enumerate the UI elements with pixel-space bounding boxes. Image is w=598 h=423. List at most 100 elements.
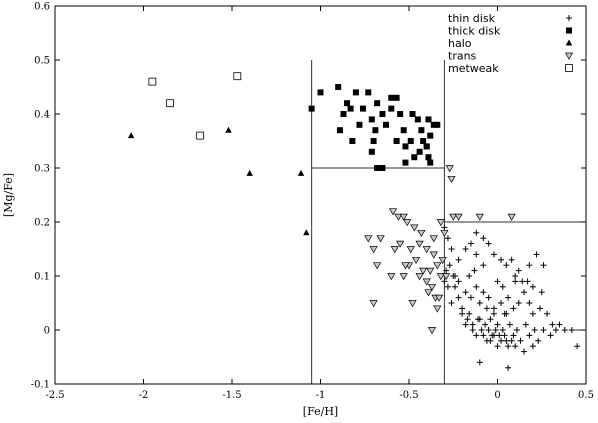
data-point	[507, 213, 516, 221]
data-point	[356, 121, 363, 128]
data-point	[469, 327, 476, 333]
legend-label: thick disk	[448, 25, 501, 38]
legend-label: metweak	[448, 62, 499, 75]
data-point	[335, 84, 342, 90]
data-point	[540, 327, 547, 333]
data-point	[374, 165, 381, 171]
data-point	[462, 289, 469, 296]
data-point	[476, 316, 483, 323]
data-point	[531, 327, 538, 333]
y-tick-label: 0.1	[34, 272, 50, 283]
data-point	[529, 343, 536, 350]
legend-label: thin disk	[448, 12, 496, 25]
data-point	[452, 283, 459, 290]
data-point	[415, 240, 424, 248]
data-point	[473, 332, 480, 339]
data-point	[414, 116, 421, 123]
data-point	[503, 262, 510, 269]
data-point	[508, 337, 515, 344]
data-point	[388, 208, 398, 216]
data-point	[526, 300, 533, 306]
y-tick-label: 0.2	[34, 218, 50, 229]
data-point	[512, 278, 519, 285]
data-point	[524, 278, 531, 285]
legend-label: halo	[448, 37, 472, 50]
data-point	[455, 278, 462, 285]
data-point	[127, 132, 135, 139]
data-point	[399, 213, 408, 221]
data-point	[476, 359, 483, 366]
data-point	[552, 327, 559, 333]
data-point	[476, 300, 483, 306]
data-point	[336, 127, 343, 134]
data-point	[503, 310, 510, 317]
data-point	[455, 256, 462, 263]
data-point	[515, 267, 522, 274]
data-point	[430, 121, 437, 128]
data-point	[466, 273, 473, 279]
data-point	[379, 165, 386, 171]
data-point	[521, 348, 528, 355]
data-point	[388, 105, 395, 112]
data-point	[390, 246, 399, 254]
data-point	[402, 143, 409, 150]
y-tick-label: 0	[44, 326, 50, 337]
data-point	[422, 278, 431, 286]
data-point	[373, 262, 382, 270]
data-point	[369, 246, 378, 254]
data-point	[434, 294, 444, 302]
data-point	[529, 310, 536, 317]
data-point	[440, 229, 449, 237]
data-point	[568, 327, 575, 333]
x-tick-label: -2	[139, 390, 149, 401]
data-point	[498, 337, 505, 344]
data-point	[490, 251, 497, 258]
data-point	[408, 300, 417, 308]
data-point	[501, 332, 508, 339]
data-point	[444, 283, 451, 290]
data-points	[127, 72, 581, 371]
data-point	[487, 337, 494, 344]
data-point	[423, 143, 430, 150]
data-point	[416, 148, 423, 155]
data-point	[344, 100, 351, 107]
data-point	[499, 327, 506, 333]
data-point	[376, 235, 385, 243]
data-point	[466, 310, 473, 317]
data-point	[467, 240, 474, 247]
data-point	[449, 213, 458, 221]
data-point	[433, 262, 442, 270]
data-point	[368, 116, 375, 123]
data-point	[436, 273, 445, 281]
data-point	[462, 321, 469, 328]
data-point	[166, 99, 174, 108]
data-point	[427, 283, 437, 291]
x-tick-label: -1.5	[222, 390, 241, 401]
tick-labels: -2.5 -2 -1.5 -1 -0.5 0 0.5 -0.1 0 0.1 0.2 0.3 0.4 0.5…	[31, 2, 594, 402]
data-point	[480, 235, 487, 242]
data-point	[393, 94, 400, 101]
data-point	[347, 105, 354, 112]
data-point	[485, 240, 492, 247]
data-point	[475, 213, 484, 221]
legend-marker	[565, 39, 573, 46]
data-point	[352, 89, 359, 96]
data-point	[317, 89, 324, 96]
data-point	[517, 337, 524, 344]
data-point	[308, 105, 315, 112]
data-point	[407, 138, 414, 144]
data-point	[297, 169, 305, 176]
data-point	[521, 289, 528, 296]
data-point	[574, 343, 581, 350]
data-point	[482, 321, 489, 328]
data-point	[494, 278, 501, 285]
data-point	[526, 262, 533, 269]
data-point	[480, 262, 487, 269]
legend-marker	[565, 64, 573, 72]
data-point	[480, 289, 487, 296]
data-point	[400, 127, 407, 134]
data-point	[503, 337, 510, 344]
data-point	[372, 127, 379, 134]
data-point	[399, 273, 408, 281]
